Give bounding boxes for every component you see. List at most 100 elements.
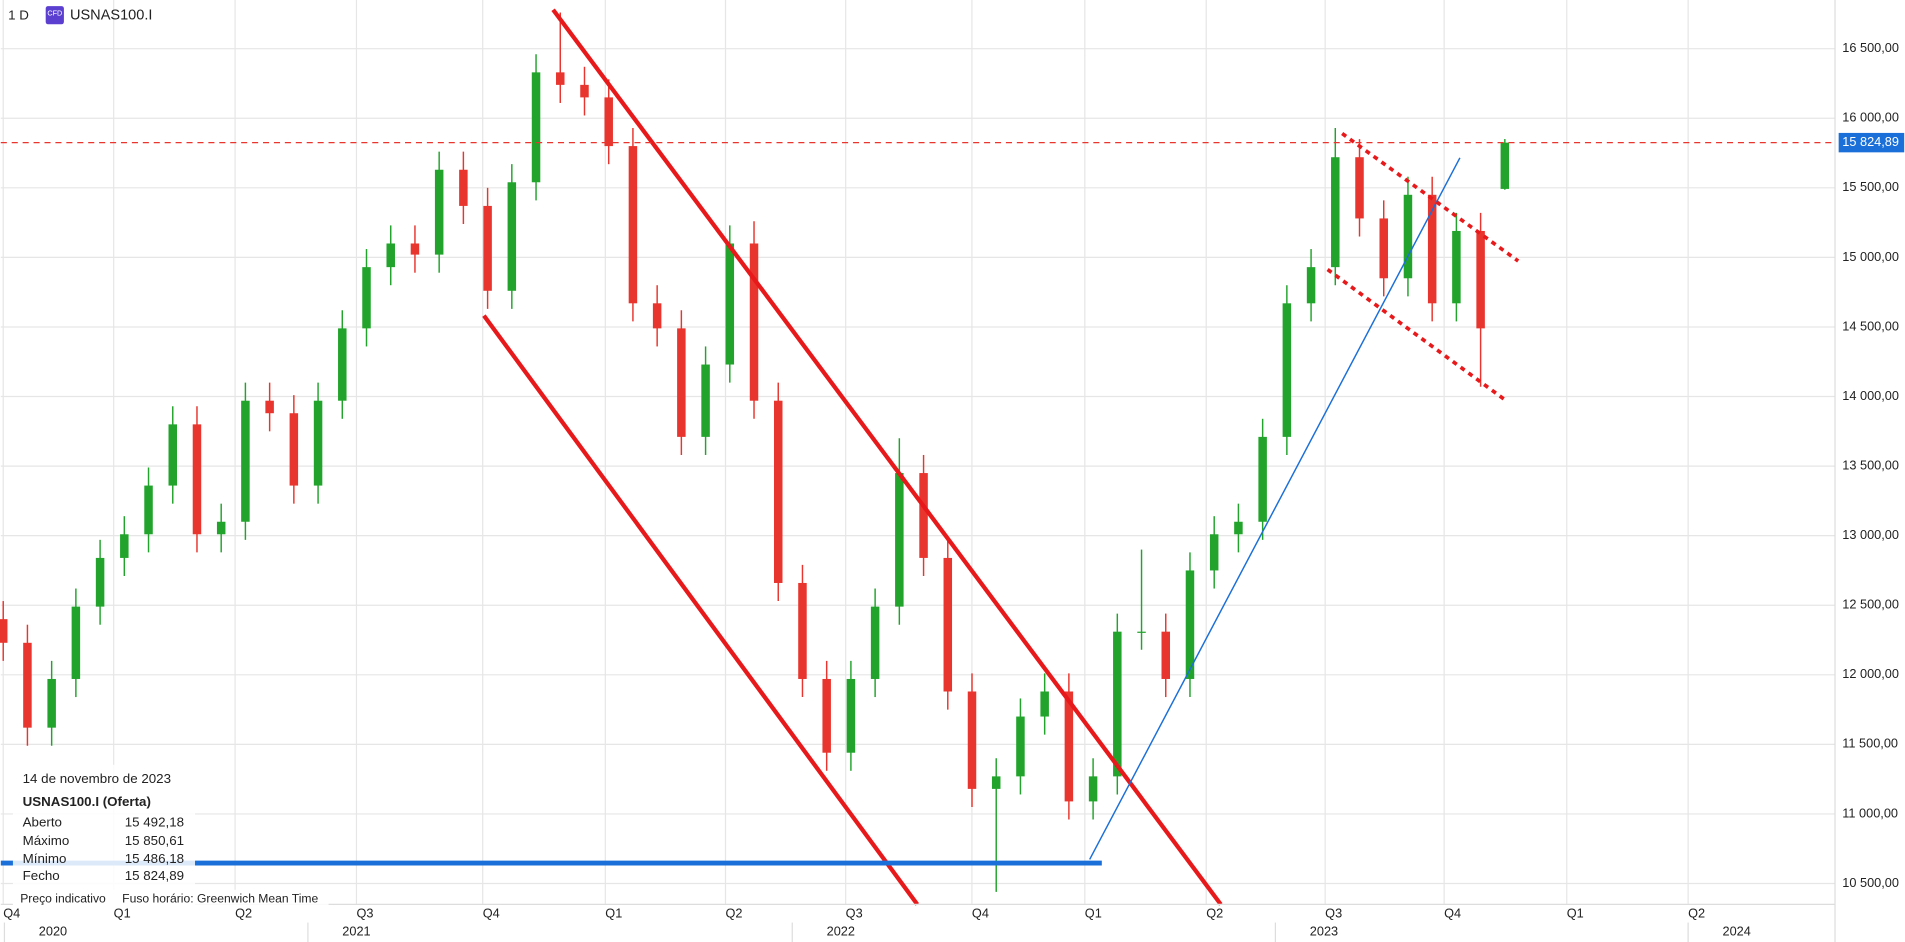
x-tick-label: Q1 xyxy=(1567,905,1584,920)
info-label: Mínimo xyxy=(23,851,67,866)
x-tick-label: Q2 xyxy=(235,905,252,920)
candle-body xyxy=(1258,436,1267,522)
x-tick-label: Q2 xyxy=(1206,905,1223,920)
candle-body xyxy=(120,534,129,558)
candle-body xyxy=(1427,194,1437,304)
y-tick-label: 10 500,00 xyxy=(1842,875,1899,890)
candle-body xyxy=(192,424,202,535)
candle-body xyxy=(1306,267,1316,304)
x-tick-label: Q3 xyxy=(846,905,863,920)
info-value: 15 492,18 xyxy=(125,815,184,830)
candle-body xyxy=(1379,218,1388,279)
info-value: 15 824,89 xyxy=(125,868,184,883)
last-price-label: 15 824,89 xyxy=(1842,134,1899,149)
y-tick-label: 15 500,00 xyxy=(1842,179,1899,194)
year-label: 2020 xyxy=(39,924,67,939)
candle-body xyxy=(507,182,517,291)
candle-body xyxy=(338,328,347,401)
y-tick-label: 12 500,00 xyxy=(1842,597,1899,612)
channel-line xyxy=(1326,268,1508,403)
candle-body xyxy=(870,606,880,679)
y-tick-label: 15 000,00 xyxy=(1842,249,1899,264)
y-tick-label: 13 500,00 xyxy=(1842,457,1899,472)
candle-body xyxy=(1234,521,1243,535)
year-label: 2021 xyxy=(342,924,370,939)
candle-body xyxy=(47,678,56,728)
candle-body xyxy=(1500,142,1510,189)
y-tick-label: 11 000,00 xyxy=(1842,805,1898,820)
candle-body xyxy=(216,521,226,535)
candle-body xyxy=(1209,534,1219,571)
cfd-icon xyxy=(45,6,64,25)
candle-body xyxy=(1064,691,1074,802)
candle-body xyxy=(362,267,371,329)
trend-line xyxy=(482,314,920,906)
candle-body xyxy=(313,400,323,486)
candle-body xyxy=(701,364,710,437)
info-label: Máximo xyxy=(23,833,70,848)
candle-body xyxy=(1403,194,1413,279)
candle-body xyxy=(241,400,250,522)
footer-note: Preço indicativo xyxy=(20,892,106,906)
x-tick-label: Q4 xyxy=(1444,905,1461,920)
candle-body xyxy=(1355,157,1364,219)
candle-body xyxy=(144,485,153,535)
candle-body xyxy=(95,557,105,607)
trend-line xyxy=(551,8,1223,906)
trend-line xyxy=(1089,157,1461,860)
candle-body xyxy=(1476,230,1485,329)
footer-background xyxy=(12,889,329,909)
symbol[interactable]: USNAS100.I xyxy=(70,8,152,24)
x-tick-label: Q2 xyxy=(1688,905,1705,920)
timeframe[interactable]: 1 D xyxy=(8,7,29,22)
candle-body xyxy=(1016,716,1025,777)
candle-body xyxy=(846,678,856,753)
candle-body xyxy=(459,169,468,206)
x-tick-label: Q1 xyxy=(114,905,131,920)
year-label: 2022 xyxy=(827,924,855,939)
candle-body xyxy=(652,303,662,329)
x-tick-label: Q4 xyxy=(3,905,20,920)
y-tick-label: 12 000,00 xyxy=(1842,666,1899,681)
candle-body xyxy=(895,473,904,607)
y-tick-label: 11 500,00 xyxy=(1842,736,1898,751)
candle-body xyxy=(725,243,735,365)
candle-body xyxy=(773,400,783,583)
candle-body xyxy=(580,84,589,98)
x-tick-label: Q2 xyxy=(725,905,742,920)
last-price-badge xyxy=(1838,132,1905,153)
candle-body xyxy=(1113,631,1122,777)
candle-body xyxy=(289,413,299,486)
candle-body xyxy=(991,776,1001,789)
candle-body xyxy=(71,606,81,679)
y-tick-label: 16 000,00 xyxy=(1842,110,1899,125)
candle-body xyxy=(434,169,444,255)
candle-body xyxy=(677,328,686,437)
candle-body xyxy=(168,424,178,486)
candle-body xyxy=(1137,631,1146,633)
drawings xyxy=(0,8,1520,906)
channel-line xyxy=(1341,132,1520,263)
y-tick-label: 13 000,00 xyxy=(1842,527,1899,542)
x-tick-label: Q3 xyxy=(1325,905,1342,920)
candles xyxy=(0,12,1510,892)
info-box: 14 de novembro de 2023 USNAS100.I (Ofert… xyxy=(12,764,329,913)
y-tick-label: 16 500,00 xyxy=(1842,40,1899,55)
candle-body xyxy=(798,582,807,679)
candle-body xyxy=(386,243,395,268)
candle-body xyxy=(531,72,541,183)
year-label: 2023 xyxy=(1310,924,1338,939)
info-value: 15 486,18 xyxy=(125,851,184,866)
candle-body xyxy=(628,146,638,304)
year-label: 2024 xyxy=(1723,924,1751,939)
info-title: USNAS100.I (Oferta) xyxy=(23,794,151,809)
info-background xyxy=(12,764,196,913)
candle-body xyxy=(1161,631,1171,679)
x-tick-label: Q4 xyxy=(483,905,500,920)
candle-body xyxy=(1452,230,1461,304)
x-tick-label: Q1 xyxy=(605,905,622,920)
y-tick-label: 14 500,00 xyxy=(1842,318,1899,333)
